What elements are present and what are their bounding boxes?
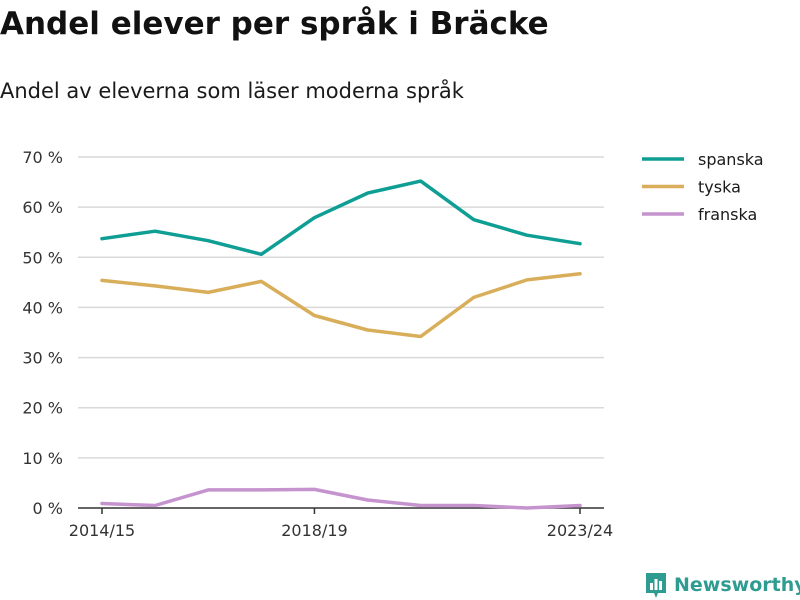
y-tick-label: 70 % [22, 148, 63, 167]
y-tick-label: 50 % [22, 248, 63, 267]
y-tick-label: 60 % [22, 198, 63, 217]
y-tick-label: 40 % [22, 298, 63, 317]
legend-label: tyska [698, 178, 741, 197]
grid [78, 156, 604, 459]
newsworthy-logo-icon [646, 573, 666, 598]
x-tick-label: 2018/19 [281, 521, 347, 540]
y-tick-label: 10 % [22, 449, 63, 468]
brand-name: Newsworthy [674, 574, 800, 596]
brand-logo: Newsworthy [644, 570, 800, 600]
x-tick-label: 2023/24 [547, 521, 613, 540]
chart-title: Andel elever per språk i Bräcke [0, 6, 549, 42]
series-lines [100, 179, 582, 510]
x-tick-label: 2014/15 [69, 521, 135, 540]
series-line-spanska [100, 179, 582, 257]
series-line-tyska [100, 272, 582, 339]
legend-label: franska [698, 205, 757, 224]
y-tick-label: 30 % [22, 349, 63, 368]
chart-subtitle: Andel av eleverna som läser moderna språ… [0, 79, 464, 103]
series-line-franska [100, 487, 582, 510]
axes: 0 % 10 % 20 % 30 % 40 % 50 % 60 % 70 % 2014/15 20… [22, 148, 613, 540]
legend-label: spanska [698, 150, 764, 169]
y-tick-label: 20 % [22, 399, 63, 418]
legend: spanska tyska franska [642, 150, 764, 224]
y-tick-label: 0 % [33, 499, 63, 518]
